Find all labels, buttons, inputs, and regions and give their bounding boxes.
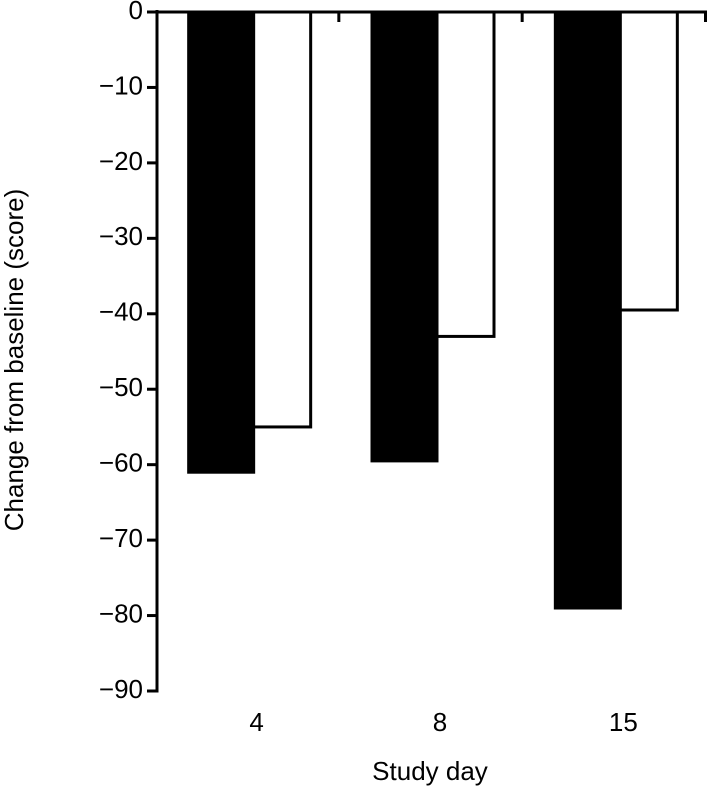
y-tick-label: −60 xyxy=(99,448,143,478)
y-tick-label: 0 xyxy=(129,0,143,25)
x-tick-label: 8 xyxy=(433,707,447,737)
x-tick-label: 4 xyxy=(249,707,263,737)
bar xyxy=(370,10,439,463)
bar xyxy=(553,10,622,610)
y-tick-label: −40 xyxy=(99,297,143,327)
bar xyxy=(618,10,679,312)
bar xyxy=(252,10,313,429)
y-tick-label: −80 xyxy=(99,598,143,628)
y-tick-label: −90 xyxy=(99,674,143,704)
y-tick-label: −20 xyxy=(99,146,143,176)
y-axis-label: Change from baseline (score) xyxy=(0,189,29,532)
y-tick-label: −70 xyxy=(99,523,143,553)
y-tick-label: −30 xyxy=(99,221,143,251)
y-tick-label: −50 xyxy=(99,372,143,402)
bar xyxy=(435,10,496,338)
y-tick-label: −10 xyxy=(99,70,143,100)
bar xyxy=(187,10,256,474)
x-tick-label: 15 xyxy=(609,707,638,737)
x-axis-label: Study day xyxy=(372,756,488,786)
